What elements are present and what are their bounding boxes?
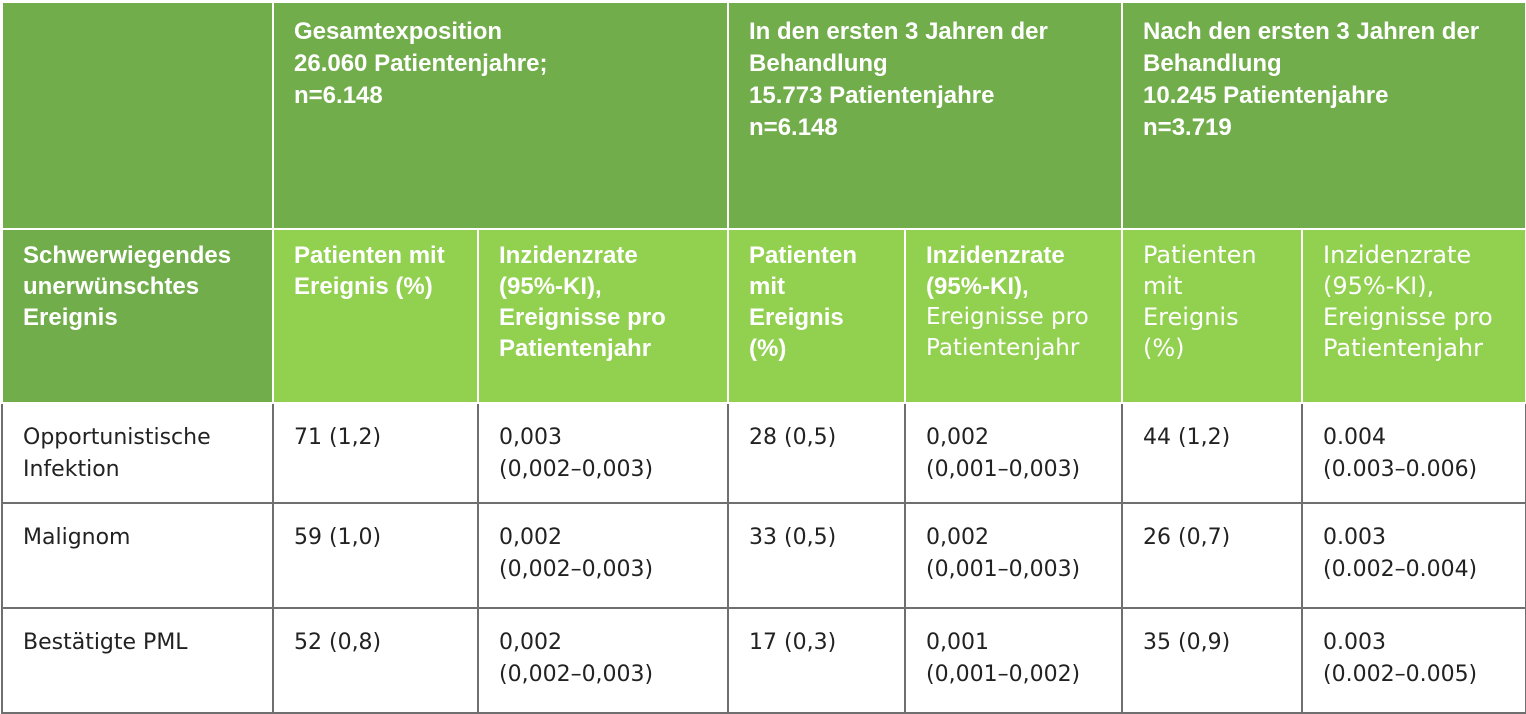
value-line: 44 (1,2) bbox=[1143, 425, 1231, 450]
value-line: (0.002–0.004) bbox=[1323, 557, 1478, 582]
value-cell: 0,001 (0,001–0,002) bbox=[904, 607, 1124, 714]
event-name-cell: Bestätigte PML bbox=[1, 607, 274, 714]
table-row: Opportunistische Infektion 71 (1,2) 0,00… bbox=[1, 402, 1526, 504]
header-group-after-3-years: Nach den ersten 3 Jahren der Behandlung … bbox=[1121, 1, 1526, 230]
header-group-line: 26.060 Patientenjahre; bbox=[294, 50, 548, 77]
header-group-line: 15.773 Patientenjahre bbox=[749, 82, 995, 109]
header-row-columns: Schwerwiegendes unerwünschtes Ereignis P… bbox=[1, 228, 1526, 404]
header-g2-rate-bold: Inzidenzrate (95%-KI), bbox=[926, 242, 1065, 300]
value-line: (0.002–0.005) bbox=[1323, 662, 1478, 687]
value-cell: 0,002 (0,002–0,003) bbox=[476, 502, 730, 609]
header-g3-patients: Patienten mit Ereignis (%) bbox=[1121, 228, 1304, 404]
value-cell: 59 (1,0) bbox=[272, 502, 479, 609]
header-group-line: 10.245 Patientenjahre bbox=[1143, 82, 1389, 109]
header-g2-rate-light: Ereignisse pro Patientenjahr bbox=[926, 304, 1089, 361]
value-line: 52 (0,8) bbox=[294, 630, 382, 655]
value-line: 0,003 bbox=[499, 425, 562, 450]
value-cell: 0.003 (0.002–0.005) bbox=[1301, 607, 1526, 714]
value-cell: 0,002 (0,002–0,003) bbox=[476, 607, 730, 714]
value-cell: 52 (0,8) bbox=[272, 607, 479, 714]
value-cell: 71 (1,2) bbox=[272, 402, 479, 504]
value-line: 59 (1,0) bbox=[294, 525, 382, 550]
header-group-line: Gesamtexposition bbox=[294, 18, 503, 45]
value-cell: 35 (0,9) bbox=[1121, 607, 1304, 714]
header-g2-patients: Patienten mit Ereignis (%) bbox=[727, 228, 907, 404]
table-row: Malignom 59 (1,0) 0,002 (0,002–0,003) 33 … bbox=[1, 502, 1526, 609]
header-group-line: n=6.148 bbox=[294, 82, 383, 109]
value-line: 17 (0,3) bbox=[749, 630, 837, 655]
value-cell: 0.003 (0.002–0.004) bbox=[1301, 502, 1526, 609]
value-line: (0,001–0,002) bbox=[926, 662, 1081, 687]
header-group-total-exposure: Gesamtexposition 26.060 Patientenjahre; … bbox=[271, 1, 730, 230]
value-line: 0.004 bbox=[1323, 425, 1386, 450]
header-group-line: Nach den ersten 3 Jahren der Behandlung bbox=[1143, 18, 1480, 77]
value-line: 28 (0,5) bbox=[749, 425, 837, 450]
value-cell: 17 (0,3) bbox=[727, 607, 907, 714]
value-line: (0,001–0,003) bbox=[926, 557, 1081, 582]
event-name-cell: Malignom bbox=[1, 502, 274, 609]
header-g1-rate: Inzidenzrate (95%-KI), Ereignisse pro Pa… bbox=[476, 228, 730, 404]
header-g3-rate: Inzidenzrate (95%-KI), Ereignisse pro Pa… bbox=[1301, 228, 1526, 404]
value-line: (0,002–0,003) bbox=[499, 662, 654, 687]
header-group-line: n=6.148 bbox=[749, 114, 838, 141]
value-line: 0,001 bbox=[926, 630, 989, 655]
value-line: 0,002 bbox=[926, 425, 989, 450]
value-line: 33 (0,5) bbox=[749, 525, 837, 550]
value-cell: 0,002 (0,001–0,003) bbox=[904, 402, 1124, 504]
header-group-line: n=3.719 bbox=[1143, 114, 1232, 141]
header-group-first-3-years: In den ersten 3 Jahren der Behandlung 15… bbox=[727, 1, 1124, 230]
value-line: 35 (0,9) bbox=[1143, 630, 1231, 655]
value-line: 0,002 bbox=[499, 630, 562, 655]
value-line: (0,001–0,003) bbox=[926, 457, 1081, 482]
value-cell: 44 (1,2) bbox=[1121, 402, 1304, 504]
value-cell: 28 (0,5) bbox=[727, 402, 907, 504]
value-line: (0.003–0.006) bbox=[1323, 457, 1478, 482]
value-line: 0,002 bbox=[926, 525, 989, 550]
header-group-line: In den ersten 3 Jahren der Behandlung bbox=[749, 18, 1048, 77]
header-event-column: Schwerwiegendes unerwünschtes Ereignis bbox=[1, 228, 274, 404]
table-row: Bestätigte PML 52 (0,8) 0,002 (0,002–0,00… bbox=[1, 607, 1526, 714]
value-cell: 0,002 (0,001–0,003) bbox=[904, 502, 1124, 609]
event-name-cell: Opportunistische Infektion bbox=[1, 402, 274, 504]
value-cell: 26 (0,7) bbox=[1121, 502, 1304, 609]
value-line: 0.003 bbox=[1323, 525, 1386, 550]
header-g2-rate: Inzidenzrate (95%-KI), Ereignisse pro Pa… bbox=[904, 228, 1124, 404]
value-line: 0,002 bbox=[499, 525, 562, 550]
value-line: 0.003 bbox=[1323, 630, 1386, 655]
value-line: (0,002–0,003) bbox=[499, 557, 654, 582]
value-cell: 33 (0,5) bbox=[727, 502, 907, 609]
value-line: 71 (1,2) bbox=[294, 425, 382, 450]
header-corner-cell bbox=[1, 1, 274, 230]
header-g1-patients: Patienten mit Ereignis (%) bbox=[272, 228, 479, 404]
value-line: (0,002–0,003) bbox=[499, 457, 654, 482]
value-cell: 0.004 (0.003–0.006) bbox=[1301, 402, 1526, 504]
value-line: 26 (0,7) bbox=[1143, 525, 1231, 550]
value-cell: 0,003 (0,002–0,003) bbox=[476, 402, 730, 504]
header-row-groups: Gesamtexposition 26.060 Patientenjahre; … bbox=[1, 1, 1526, 230]
